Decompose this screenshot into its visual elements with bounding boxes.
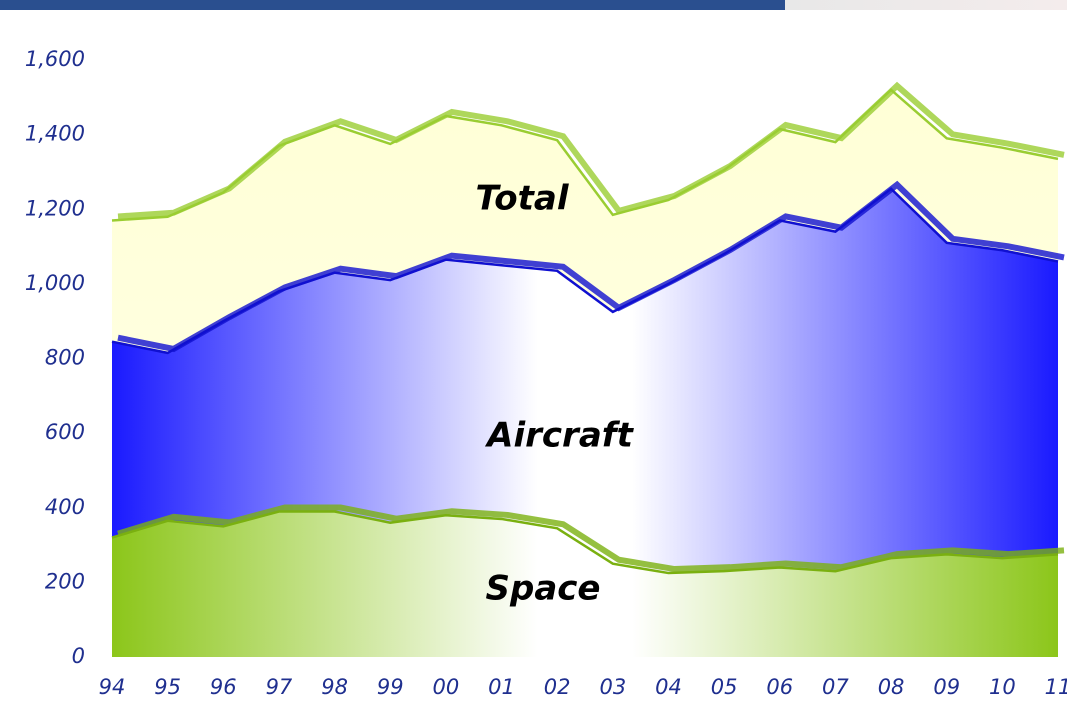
x-tick-label: 96 [210,675,237,699]
series-label: Aircraft [484,416,634,456]
x-tick-label: 10 [989,675,1016,699]
y-tick-label: 1,600 [25,47,85,71]
y-tick-label: 0 [72,644,85,668]
y-tick-label: 400 [45,495,85,519]
x-tick-label: 07 [822,675,849,699]
header-bar [0,0,785,10]
x-tick-label: 98 [321,675,348,699]
x-tick-label: 97 [266,675,293,699]
x-tick-label: 95 [154,675,181,699]
y-tick-label: 1,400 [25,122,85,146]
y-tick-label: 800 [45,346,85,370]
x-tick-label: 08 [878,675,905,699]
y-tick-label: 1,000 [25,271,85,295]
x-tick-label: 06 [766,675,793,699]
series-label: Total [475,179,569,219]
series [111,504,1065,657]
x-tick-label: 03 [599,675,626,699]
area-fill [112,511,1058,657]
x-tick-label: 01 [488,675,515,699]
y-tick-label: 600 [45,420,85,444]
x-tick-label: 05 [711,675,738,699]
y-tick-label: 200 [45,569,85,593]
area-edge [117,504,1065,573]
x-tick-label: 02 [544,675,571,699]
x-tick-label: 99 [377,675,404,699]
x-tick-label: 09 [933,675,960,699]
x-tick-label: 04 [655,675,682,699]
x-tick-label: 00 [433,675,460,699]
header-shade [785,0,1067,10]
x-tick-label: 11 [1045,675,1067,699]
area-line [111,510,1059,575]
series-label: Space [486,569,601,609]
area-line [111,88,1059,222]
y-tick-label: 1,200 [25,196,85,220]
x-tick-label: 94 [99,675,126,699]
area-line [111,187,1059,355]
plot-area [111,81,1065,658]
